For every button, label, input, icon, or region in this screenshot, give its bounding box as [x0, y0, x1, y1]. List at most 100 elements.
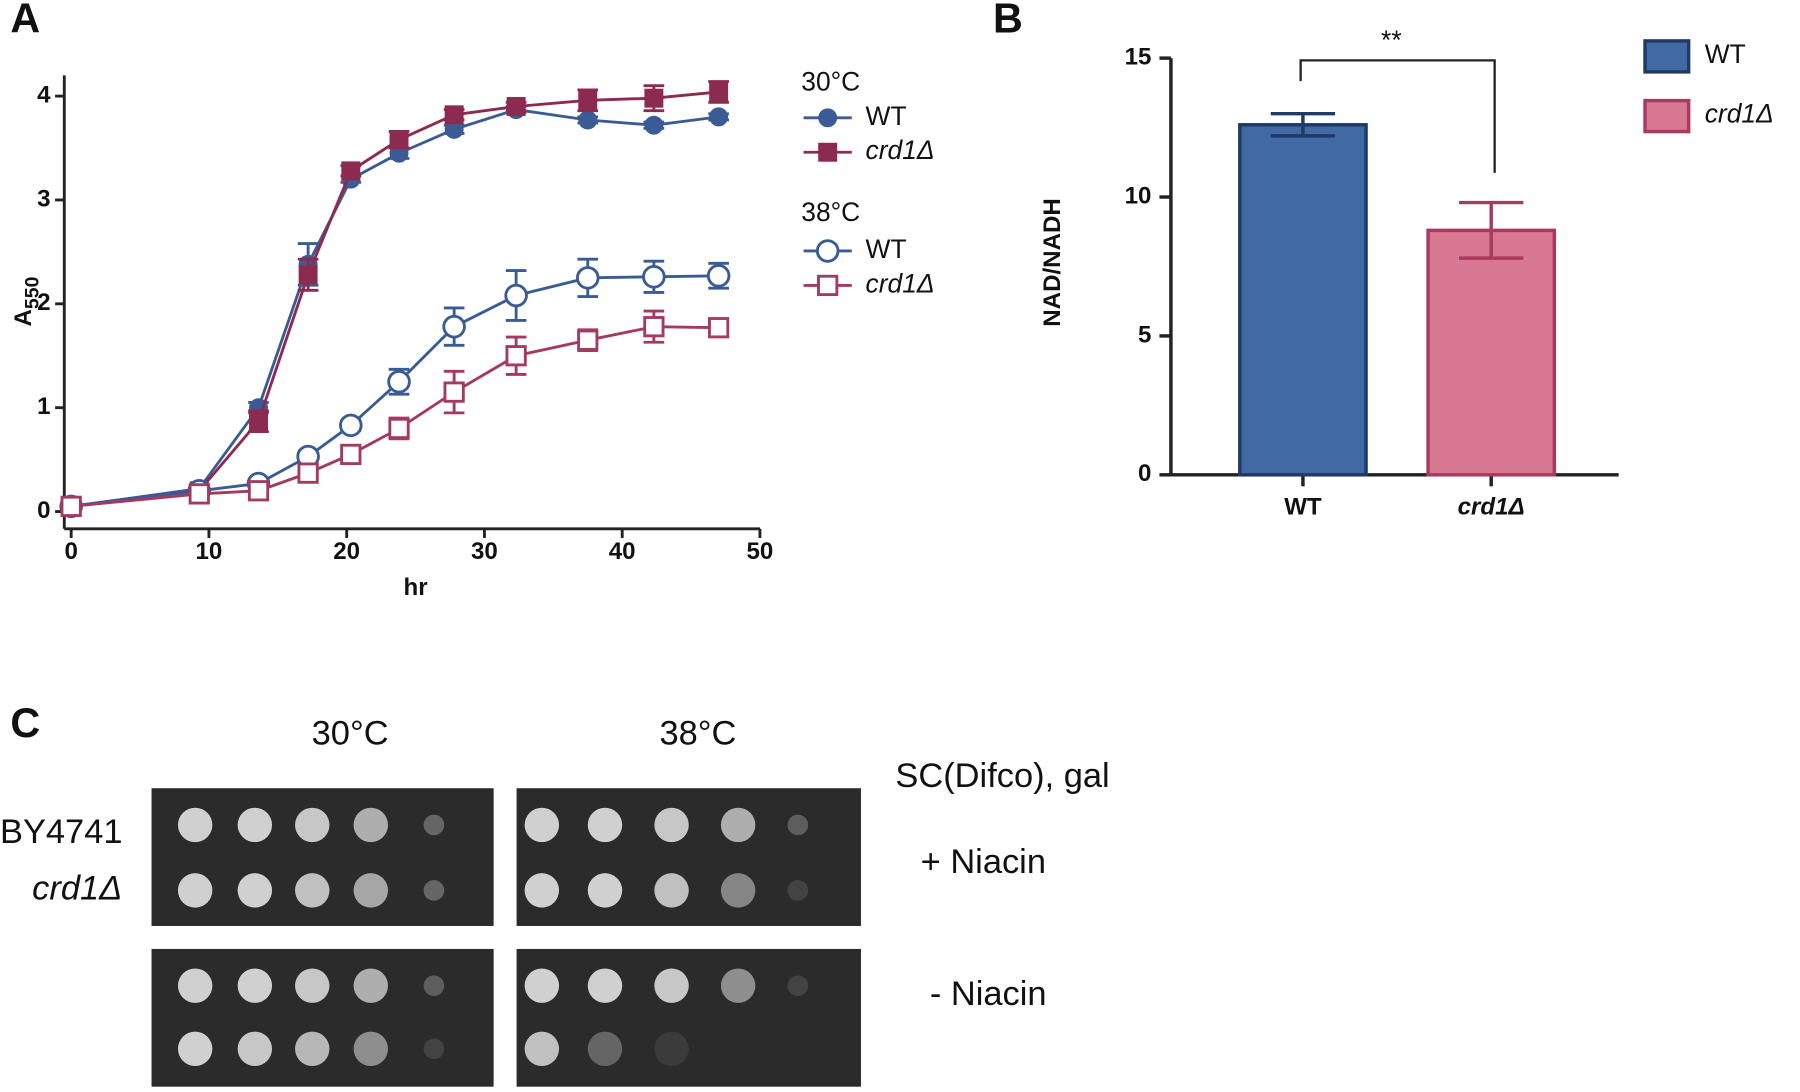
- marker: [389, 130, 409, 150]
- spot: [295, 873, 330, 908]
- spot: [237, 968, 273, 1003]
- x-tick-label: 50: [747, 538, 774, 565]
- x-tick-label: crd1Δ: [1458, 493, 1525, 520]
- marker: [578, 90, 598, 110]
- spot: [587, 1031, 623, 1067]
- bar: [1238, 123, 1368, 477]
- marker: [188, 483, 210, 505]
- medium: SC(Difco), gal: [895, 757, 1109, 795]
- series: [60, 80, 729, 516]
- spot: [654, 1031, 689, 1067]
- condition: - Niacin: [930, 975, 1047, 1013]
- marker: [642, 265, 666, 289]
- x-tick-label: WT: [1284, 493, 1322, 520]
- marker: [339, 413, 363, 438]
- spot: [353, 1031, 389, 1067]
- marker: [709, 82, 729, 102]
- legend-label: WT: [1705, 39, 1746, 69]
- marker: [297, 462, 319, 484]
- error-bar: [1459, 200, 1524, 260]
- marker: [706, 264, 731, 288]
- panel-label: B: [993, 0, 1023, 41]
- spot: [295, 807, 330, 843]
- spot: [423, 814, 445, 836]
- marker: [577, 329, 599, 351]
- error-bar: [1270, 111, 1336, 138]
- y-tick-label: 0: [1138, 460, 1151, 487]
- spot: [587, 968, 623, 1003]
- spot: [720, 968, 756, 1003]
- spot: [237, 873, 273, 908]
- spot: [237, 807, 273, 843]
- spot: [237, 1031, 273, 1067]
- spot: [177, 873, 213, 908]
- marker: [444, 105, 464, 125]
- series-line: [71, 325, 719, 508]
- series: [60, 309, 730, 517]
- spot: [587, 873, 623, 908]
- y-tick-label: 15: [1125, 43, 1152, 70]
- marker: [249, 411, 268, 431]
- y-tick-label: 4: [37, 81, 51, 108]
- marker: [578, 110, 598, 130]
- plate: [516, 948, 861, 1087]
- spot: [787, 814, 809, 836]
- marker: [340, 443, 362, 466]
- condition: + Niacin: [921, 843, 1046, 881]
- legend-marker: [817, 274, 839, 297]
- legend-group-title: 30°C: [801, 66, 860, 96]
- spot: [524, 873, 560, 908]
- spot: [423, 880, 445, 901]
- y-tick-label: 10: [1125, 182, 1152, 209]
- spot: [353, 968, 389, 1003]
- series-line: [70, 108, 719, 508]
- x-tick-label: 20: [333, 538, 360, 565]
- legend-label: crd1Δ: [866, 268, 935, 298]
- spot: [524, 807, 560, 843]
- spot: [787, 975, 809, 996]
- legend-group-title: 38°C: [801, 197, 860, 227]
- spot: [295, 1031, 330, 1067]
- marker: [442, 314, 466, 339]
- legend-marker: [818, 142, 838, 162]
- spot: [524, 968, 560, 1003]
- y-axis-title: NAD/NADH: [1039, 198, 1066, 326]
- marker: [60, 495, 82, 517]
- spot: [787, 880, 809, 901]
- legend-marker: [815, 239, 840, 263]
- marker: [298, 265, 318, 285]
- y-tick-label: 5: [1138, 321, 1151, 348]
- spot: [295, 968, 330, 1003]
- marker: [504, 283, 528, 308]
- legend-swatch: [1643, 39, 1691, 74]
- bar: [1426, 228, 1557, 477]
- spot: [177, 807, 213, 843]
- x-axis-title: hr: [404, 574, 429, 601]
- marker: [443, 381, 465, 403]
- y-axis-title-main: A: [11, 309, 38, 326]
- spot: [353, 807, 389, 843]
- legend-swatch: [1643, 98, 1691, 134]
- strain: BY4741: [0, 813, 122, 851]
- panel-label: C: [10, 700, 40, 746]
- plates: [151, 788, 861, 1087]
- strain: crd1Δ: [32, 869, 122, 907]
- marker: [644, 88, 664, 108]
- legend-label: crd1Δ: [866, 135, 935, 165]
- y-axis-title: A550: [11, 276, 44, 326]
- spot: [177, 1031, 213, 1067]
- significance-bracket: [1299, 59, 1496, 173]
- spot: [720, 873, 756, 908]
- significance-label: **: [1381, 25, 1402, 55]
- marker: [644, 115, 664, 135]
- marker: [388, 417, 410, 440]
- spot: [177, 968, 213, 1003]
- marker: [709, 107, 729, 127]
- marker: [506, 97, 526, 116]
- x-tick-label: 10: [196, 538, 223, 565]
- series: [60, 100, 729, 516]
- series: [59, 257, 731, 519]
- y-tick-label: 0: [37, 497, 50, 524]
- y-tick-label: 3: [37, 185, 50, 212]
